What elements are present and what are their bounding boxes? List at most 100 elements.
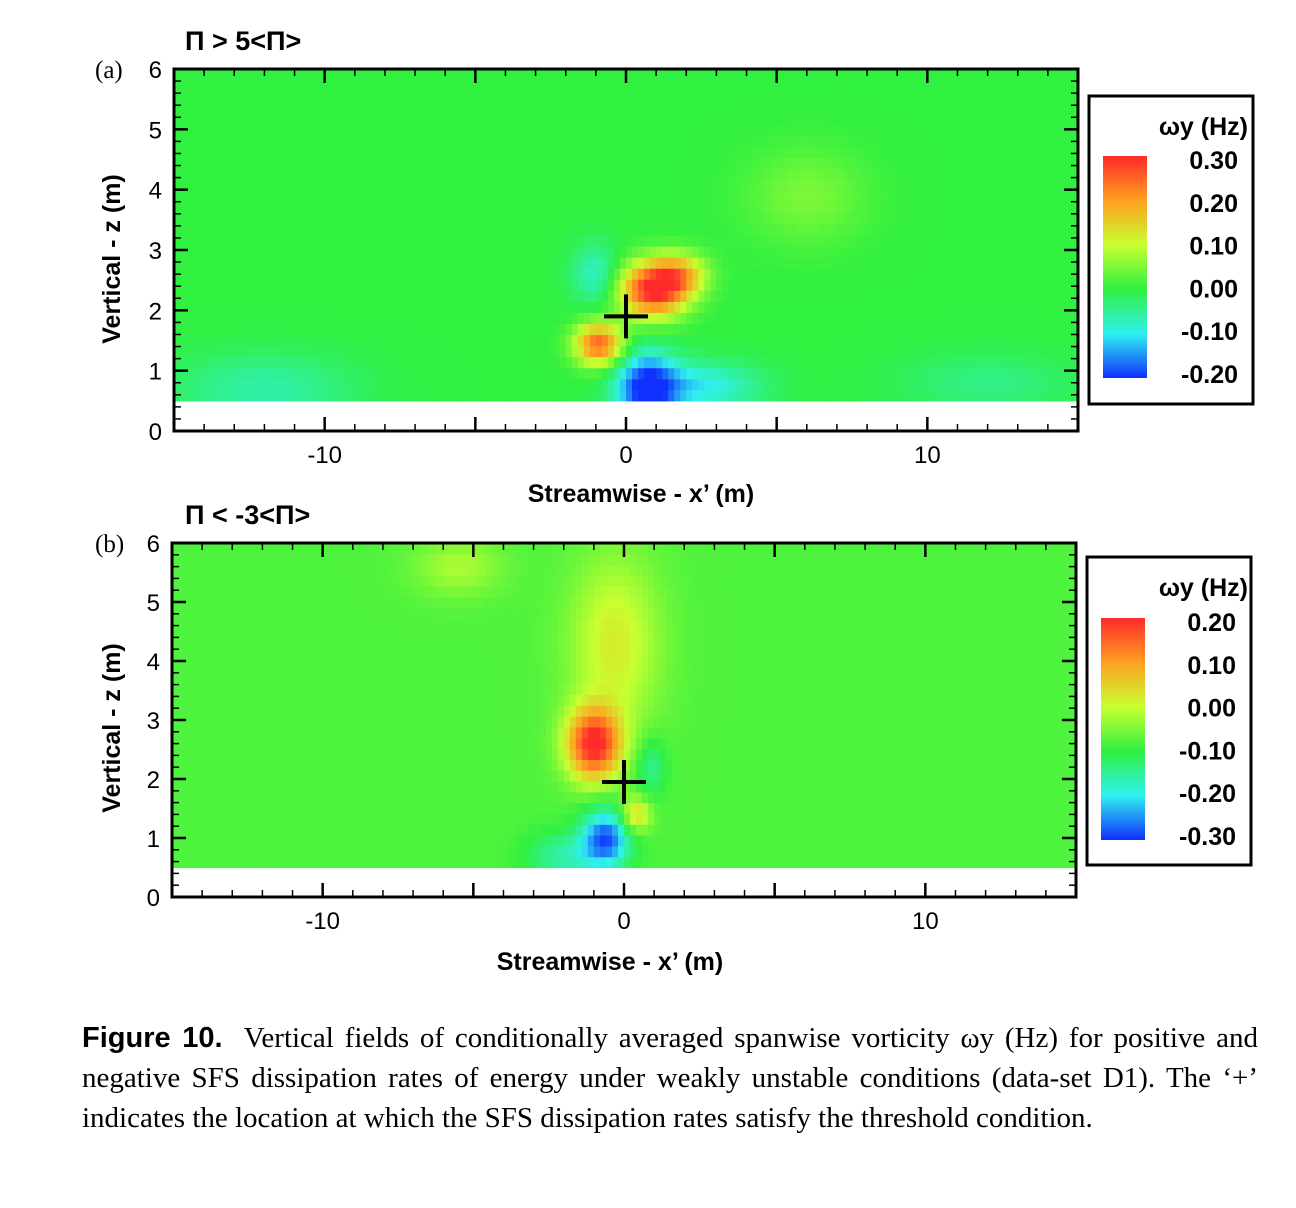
field-cell [493,124,501,136]
field-cell [921,334,928,347]
field-cell [607,179,615,192]
field-cell [342,268,350,280]
field-cell [969,146,977,159]
field-cell [240,113,247,125]
field-cell [710,212,717,225]
field-cell [824,334,832,347]
field-cell [1035,257,1043,269]
field-cell [184,640,191,652]
field-cell [848,389,856,402]
field-cell [202,737,209,750]
field-cell [933,135,940,148]
field-cell [300,179,308,192]
field-cell [427,179,434,192]
field-cell [547,190,555,203]
field-cell [746,146,754,159]
field-cell [232,640,239,652]
field-cell [517,135,525,148]
field-cell [294,223,302,236]
field-cell [770,279,778,291]
field-cell [830,301,838,313]
field-cell [770,312,778,324]
field-cell [885,157,892,170]
field-cell [830,179,838,192]
field-cell [214,553,221,566]
field-cell [722,168,730,181]
field-cell [463,279,470,291]
field-cell [704,301,711,313]
field-cell [214,640,221,652]
field-cell [746,80,754,92]
field-cell [848,201,856,214]
field-cell [933,290,940,302]
field-cell [842,190,850,203]
colorbar-tick-label: -0.10 [1181,318,1238,346]
field-cell [547,212,555,225]
field-cell [202,543,209,555]
field-cell [342,389,350,402]
field-cell [764,356,772,369]
field-cell [330,257,338,269]
field-cell [427,69,434,81]
field-cell [234,124,241,136]
field-cell [993,356,1001,369]
field-cell [252,69,259,81]
field-cell [226,856,233,869]
field-cell [861,234,868,247]
field-cell [650,91,657,103]
field-cell [174,168,181,181]
field-cell [656,80,663,92]
field-cell [927,312,934,324]
field-cell [734,367,742,380]
field-cell [565,279,573,291]
field-cell [891,345,898,358]
field-cell [439,268,446,280]
field-cell [1065,102,1073,114]
field-cell [541,179,549,192]
field-cell [999,268,1007,280]
field-cell [535,113,543,125]
field-cell [300,257,308,269]
field-cell [403,223,410,236]
field-cell [818,378,826,391]
field-cell [999,234,1007,247]
field-cell [475,245,482,258]
field-cell [601,69,609,81]
field-cell [535,102,543,114]
field-cell [969,168,977,181]
field-cell [999,345,1007,358]
field-cell [469,223,476,236]
field-cell [710,290,717,302]
field-cell [1047,389,1055,402]
field-cell [288,279,296,291]
field-cell [354,234,362,247]
field-cell [463,234,470,247]
field-cell [234,179,241,192]
field-cell [282,91,290,103]
field-cell [939,146,947,159]
field-cell [505,290,513,302]
field-cell [300,146,308,159]
field-cell [1023,223,1031,236]
field-cell [372,312,380,324]
field-cell [746,135,754,148]
field-cell [192,135,199,148]
field-cell [1005,367,1013,380]
field-cell [993,223,1001,236]
field-cell [993,80,1001,92]
field-cell [180,179,187,192]
field-cell [842,69,850,81]
field-cell [469,323,476,336]
field-cell [993,102,1001,114]
field-cell [186,234,193,247]
field-cell [1029,69,1037,81]
field-cell [234,257,241,269]
field-cell [1029,168,1037,181]
field-cell [336,378,344,391]
field-cell [909,201,916,214]
field-cell [270,113,278,125]
field-cell [196,586,203,598]
y-tick-label: 6 [149,57,162,84]
field-cell [463,212,470,225]
field-cell [728,69,736,81]
